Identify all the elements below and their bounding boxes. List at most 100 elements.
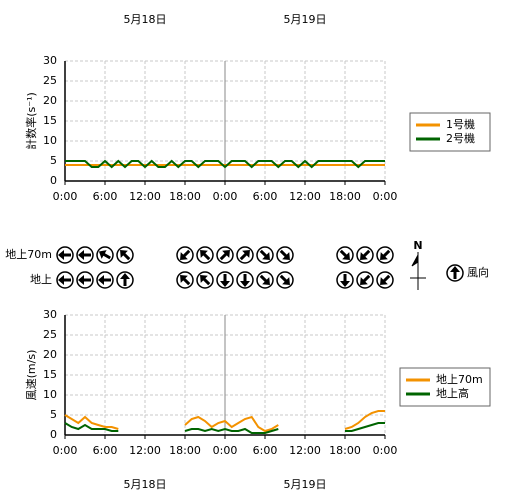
y-tick-label: 5 <box>50 154 57 167</box>
wind-arrow-shape <box>340 274 350 287</box>
wind-arrow <box>196 246 214 264</box>
wind-arrow <box>376 271 394 289</box>
series-line <box>64 410 385 433</box>
legend-label: 1号機 <box>446 117 475 131</box>
y-tick-label: 20 <box>43 348 57 361</box>
wind-arrow-shape <box>259 249 270 260</box>
wind-arrow-shape <box>58 250 71 260</box>
legend-box <box>409 112 491 152</box>
x-tick-label: 6:00 <box>253 444 278 457</box>
x-tick-label: 0:00 <box>373 190 398 203</box>
wind-arrow <box>56 246 74 264</box>
y-axis-label: 風速(m/s) <box>25 350 38 401</box>
wind-arrow <box>376 246 394 264</box>
wind-arrow-shape <box>360 249 371 260</box>
wind-arrow <box>256 246 274 264</box>
wind-arrow <box>236 246 254 264</box>
wind-arrow-shape <box>120 250 131 261</box>
wind-arrow-shape <box>239 250 250 261</box>
legend-box <box>399 367 491 407</box>
y-tick-label: 10 <box>43 388 57 401</box>
wind-arrow-shape <box>380 249 391 260</box>
legend-label: 2号機 <box>446 131 475 145</box>
x-tick-label: 0:00 <box>213 190 238 203</box>
y-tick-label: 15 <box>43 368 57 381</box>
x-tick-label: 0:00 <box>213 444 238 457</box>
x-tick-label: 0:00 <box>53 444 78 457</box>
wind-arrow <box>356 271 374 289</box>
wind-arrow-shape <box>259 274 270 285</box>
compass-label: N <box>413 239 422 252</box>
wind-arrow-shape <box>380 274 391 285</box>
y-tick-label: 5 <box>50 408 57 421</box>
wind-legend-icon <box>446 264 464 282</box>
x-tick-label: 12:00 <box>129 444 161 457</box>
x-tick-label: 6:00 <box>93 444 118 457</box>
wind-arrow-shape <box>279 274 290 285</box>
x-tick-label: 0:00 <box>53 190 78 203</box>
wind-arrow <box>96 271 114 289</box>
series-line <box>64 422 385 434</box>
line-chart: 0 5 10 15 20 25 30 0:00 6:00 12:00 18:00 0:00 6:00 12… <box>24 13 491 203</box>
y-tick-label: 30 <box>43 308 57 321</box>
wind-arrow-shape <box>279 249 290 260</box>
x-tick-label: 18:00 <box>169 190 201 203</box>
wind-arrow-shape <box>58 275 71 285</box>
x-tick-label: 18:00 <box>329 444 361 457</box>
x-tick-label: 12:00 <box>129 190 161 203</box>
wind-arrow <box>276 246 294 264</box>
x-tick-label: 18:00 <box>329 190 361 203</box>
x-tick-label: 12:00 <box>289 444 321 457</box>
x-tick-label: 0:00 <box>373 444 398 457</box>
wind-arrow-shape <box>98 275 111 285</box>
wind-arrow <box>216 271 234 289</box>
wind-arrow-shape <box>219 250 230 261</box>
legend-label: 地上高 <box>436 386 469 400</box>
x-tick-label: 12:00 <box>289 190 321 203</box>
date-label: 5月19日 <box>284 478 327 491</box>
wind-arrow-shape <box>120 273 130 286</box>
date-label: 5月18日 <box>124 13 167 26</box>
wind-arrow <box>216 246 234 264</box>
compass-head <box>411 254 419 267</box>
wind-arrow-shape <box>98 250 111 260</box>
y-tick-label: 20 <box>43 94 57 107</box>
date-label: 5月18日 <box>124 478 167 491</box>
y-tick-label: 0 <box>50 174 57 187</box>
legend-label: 風向 <box>467 265 489 279</box>
compass <box>410 252 426 290</box>
x-tick-label: 6:00 <box>93 190 118 203</box>
wind-arrow <box>56 271 74 289</box>
y-tick-label: 0 <box>50 428 57 441</box>
wind-arrow <box>176 271 194 289</box>
line-chart: 0 5 10 15 20 25 30 0:00 6:00 12:00 18:00 0:00 6:00 12… <box>25 308 491 491</box>
wind-directions: 地上70m 地上 N 風向 <box>5 239 489 289</box>
y-tick-label: 25 <box>43 328 57 341</box>
wind-arrow <box>276 271 294 289</box>
row-label: 地上70m <box>5 248 52 261</box>
y-tick-label: 30 <box>43 54 57 67</box>
wind-arrow-shape <box>78 250 91 260</box>
wind-arrow-shape <box>200 250 211 261</box>
wind-arrow-shape <box>180 249 191 260</box>
x-tick-label: 6:00 <box>253 190 278 203</box>
row-label: 地上 <box>30 273 52 286</box>
wind-arrow <box>176 246 194 264</box>
legend-label: 地上70m <box>436 373 483 386</box>
wind-arrow <box>116 246 134 264</box>
wind-arrow-shape <box>339 249 350 260</box>
wind-arrow <box>196 271 214 289</box>
wind-arrow <box>116 271 134 289</box>
wind-arrow-shape <box>220 274 230 287</box>
series-line <box>65 159 385 169</box>
wind-arrow <box>336 271 354 289</box>
wind-arrow-shape <box>180 275 191 286</box>
wind-arrow-shape <box>360 274 371 285</box>
y-axis-label: 計数率(s⁻¹) <box>24 92 38 150</box>
wind-arrow <box>96 246 114 264</box>
y-tick-label: 15 <box>43 114 57 127</box>
wind-arrow-shape <box>240 274 250 287</box>
wind-arrow-shape <box>78 275 91 285</box>
wind-arrow <box>76 246 94 264</box>
